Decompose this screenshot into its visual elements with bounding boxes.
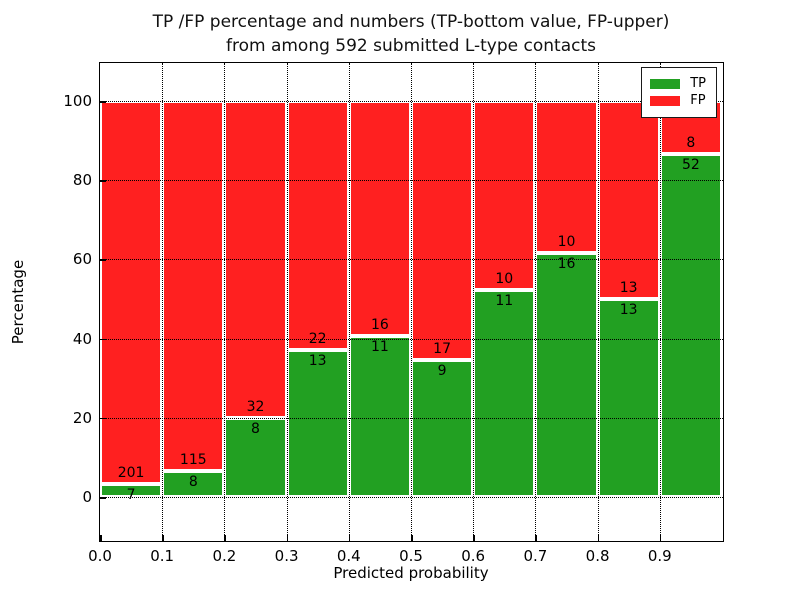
- legend-label-tp: TP: [690, 76, 706, 91]
- gridline-horizontal: [100, 101, 723, 102]
- bar-tp-segment: [659, 153, 722, 497]
- x-tick-label: 0.5: [399, 547, 423, 565]
- x-tick-mark: [411, 535, 413, 541]
- gridline-horizontal: [100, 259, 723, 261]
- bar-tp-segment: [100, 483, 163, 497]
- x-tick-mark: [224, 535, 226, 541]
- x-axis-label: Predicted probability: [333, 564, 489, 582]
- bar-label-fp: 17: [433, 340, 451, 357]
- bar-label-fp: 8: [686, 134, 696, 151]
- bar-label-tp: 8: [251, 420, 260, 437]
- bar-label-fp: 10: [495, 270, 514, 287]
- x-tick-mark: [597, 535, 600, 541]
- y-tick-mark: [100, 497, 106, 499]
- y-tick-mark: [100, 338, 106, 341]
- gridline-vertical: [411, 63, 412, 541]
- legend-item-fp: FP: [650, 94, 706, 108]
- gridline-horizontal: [100, 497, 723, 498]
- y-axis-label: Percentage: [9, 259, 27, 345]
- chart-title-line2: from among 592 submitted L-type contacts: [225, 36, 596, 56]
- gridline-vertical: [473, 63, 475, 541]
- gridline-horizontal: [100, 338, 723, 340]
- y-tick-mark: [100, 180, 106, 182]
- x-tick-label: 0.4: [336, 547, 361, 565]
- bar-label-fp: 16: [370, 316, 389, 333]
- y-tick-label: 100: [63, 92, 92, 110]
- bar-label-fp: 201: [117, 464, 145, 481]
- bar-fp-segment: [411, 101, 474, 360]
- legend-swatch-tp-icon: [650, 79, 681, 89]
- x-tick-label: 0.0: [88, 547, 112, 565]
- bar-tp-segment: [411, 359, 474, 497]
- x-tick-mark: [100, 535, 102, 541]
- bar-label-tp: 8: [188, 474, 198, 491]
- bar-label-fp: 32: [246, 398, 265, 415]
- chart-title: TP /FP percentage and numbers (TP-bottom…: [100, 10, 722, 58]
- bar-tp-segment: [224, 417, 287, 497]
- y-tick-mark: [100, 101, 106, 103]
- bar-label-tp: 9: [437, 362, 447, 379]
- y-tick-label: 40: [72, 329, 92, 348]
- bar-tp-segment: [286, 349, 349, 497]
- bar-label-fp: 10: [557, 234, 576, 251]
- bar-fp-segment: [100, 101, 163, 484]
- y-tick-mark: [100, 259, 106, 261]
- gridline-horizontal: [100, 417, 723, 419]
- bar-label-tp: 11: [370, 338, 389, 355]
- bar-tp-segment: [597, 299, 660, 497]
- legend-item-tp: TP: [650, 77, 706, 91]
- bar-label-tp: 16: [557, 256, 576, 273]
- bar-fp-segment: [473, 101, 536, 290]
- bar-label-tp: 7: [126, 486, 136, 503]
- bar-label-fp: 13: [619, 280, 638, 296]
- bar-label-fp: 22: [308, 330, 327, 347]
- bar-fp-segment: [535, 101, 598, 254]
- x-tick-label: 0.6: [461, 547, 486, 565]
- gridline-vertical: [162, 63, 164, 541]
- x-tick-label: 0.8: [585, 547, 610, 565]
- bar-fp-segment: [597, 101, 660, 299]
- gridline-vertical: [597, 63, 599, 541]
- x-tick-mark: [286, 535, 289, 541]
- gridline-vertical: [659, 63, 661, 541]
- chart-title-line1: TP /FP percentage and numbers (TP-bottom…: [152, 12, 670, 32]
- bar-fp-segment: [348, 101, 411, 336]
- x-tick-label: 0.7: [523, 547, 548, 565]
- y-tick-label: 0: [82, 488, 92, 506]
- bar-tp-segment: [535, 253, 598, 497]
- x-tick-label: 0.9: [647, 547, 672, 565]
- x-tick-mark: [162, 535, 164, 541]
- x-tick-label: 0.2: [212, 547, 237, 565]
- legend-label-fp: FP: [690, 93, 706, 108]
- gridline-vertical: [535, 63, 537, 541]
- bar-tp-segment: [162, 471, 225, 497]
- gridline-vertical: [348, 63, 350, 541]
- gridline-vertical: [286, 63, 288, 541]
- x-tick-label: 0.1: [150, 547, 175, 565]
- x-tick-mark: [348, 535, 351, 541]
- x-tick-label: 0.3: [274, 547, 299, 565]
- legend: TP FP: [641, 67, 717, 118]
- legend-swatch-fp-icon: [650, 96, 681, 106]
- x-tick-mark: [535, 535, 537, 541]
- bar-label-fp: 115: [179, 452, 207, 469]
- bar-label-tp: 11: [495, 292, 514, 309]
- y-tick-label: 20: [72, 408, 92, 427]
- y-tick-mark: [100, 417, 106, 420]
- plot-area: 201 7 115 8 32 8 22 13 16 11 17 9 10 11 10 16 13 13 8 52 TP…: [99, 62, 724, 542]
- bar-label-tp: 52: [681, 156, 700, 173]
- gridline-horizontal: [100, 180, 723, 182]
- x-tick-mark: [473, 535, 475, 541]
- y-tick-label: 80: [72, 171, 92, 190]
- x-tick-mark: [659, 535, 662, 541]
- y-tick-label: 60: [72, 250, 92, 269]
- bar-label-tp: 13: [308, 352, 327, 369]
- bar-tp-segment: [473, 289, 536, 497]
- bar-fp-segment: [286, 101, 349, 350]
- bar-tp-segment: [348, 335, 411, 497]
- gridline-vertical: [224, 63, 226, 541]
- bar-label-tp: 13: [619, 302, 638, 318]
- bar-fp-segment: [162, 101, 225, 472]
